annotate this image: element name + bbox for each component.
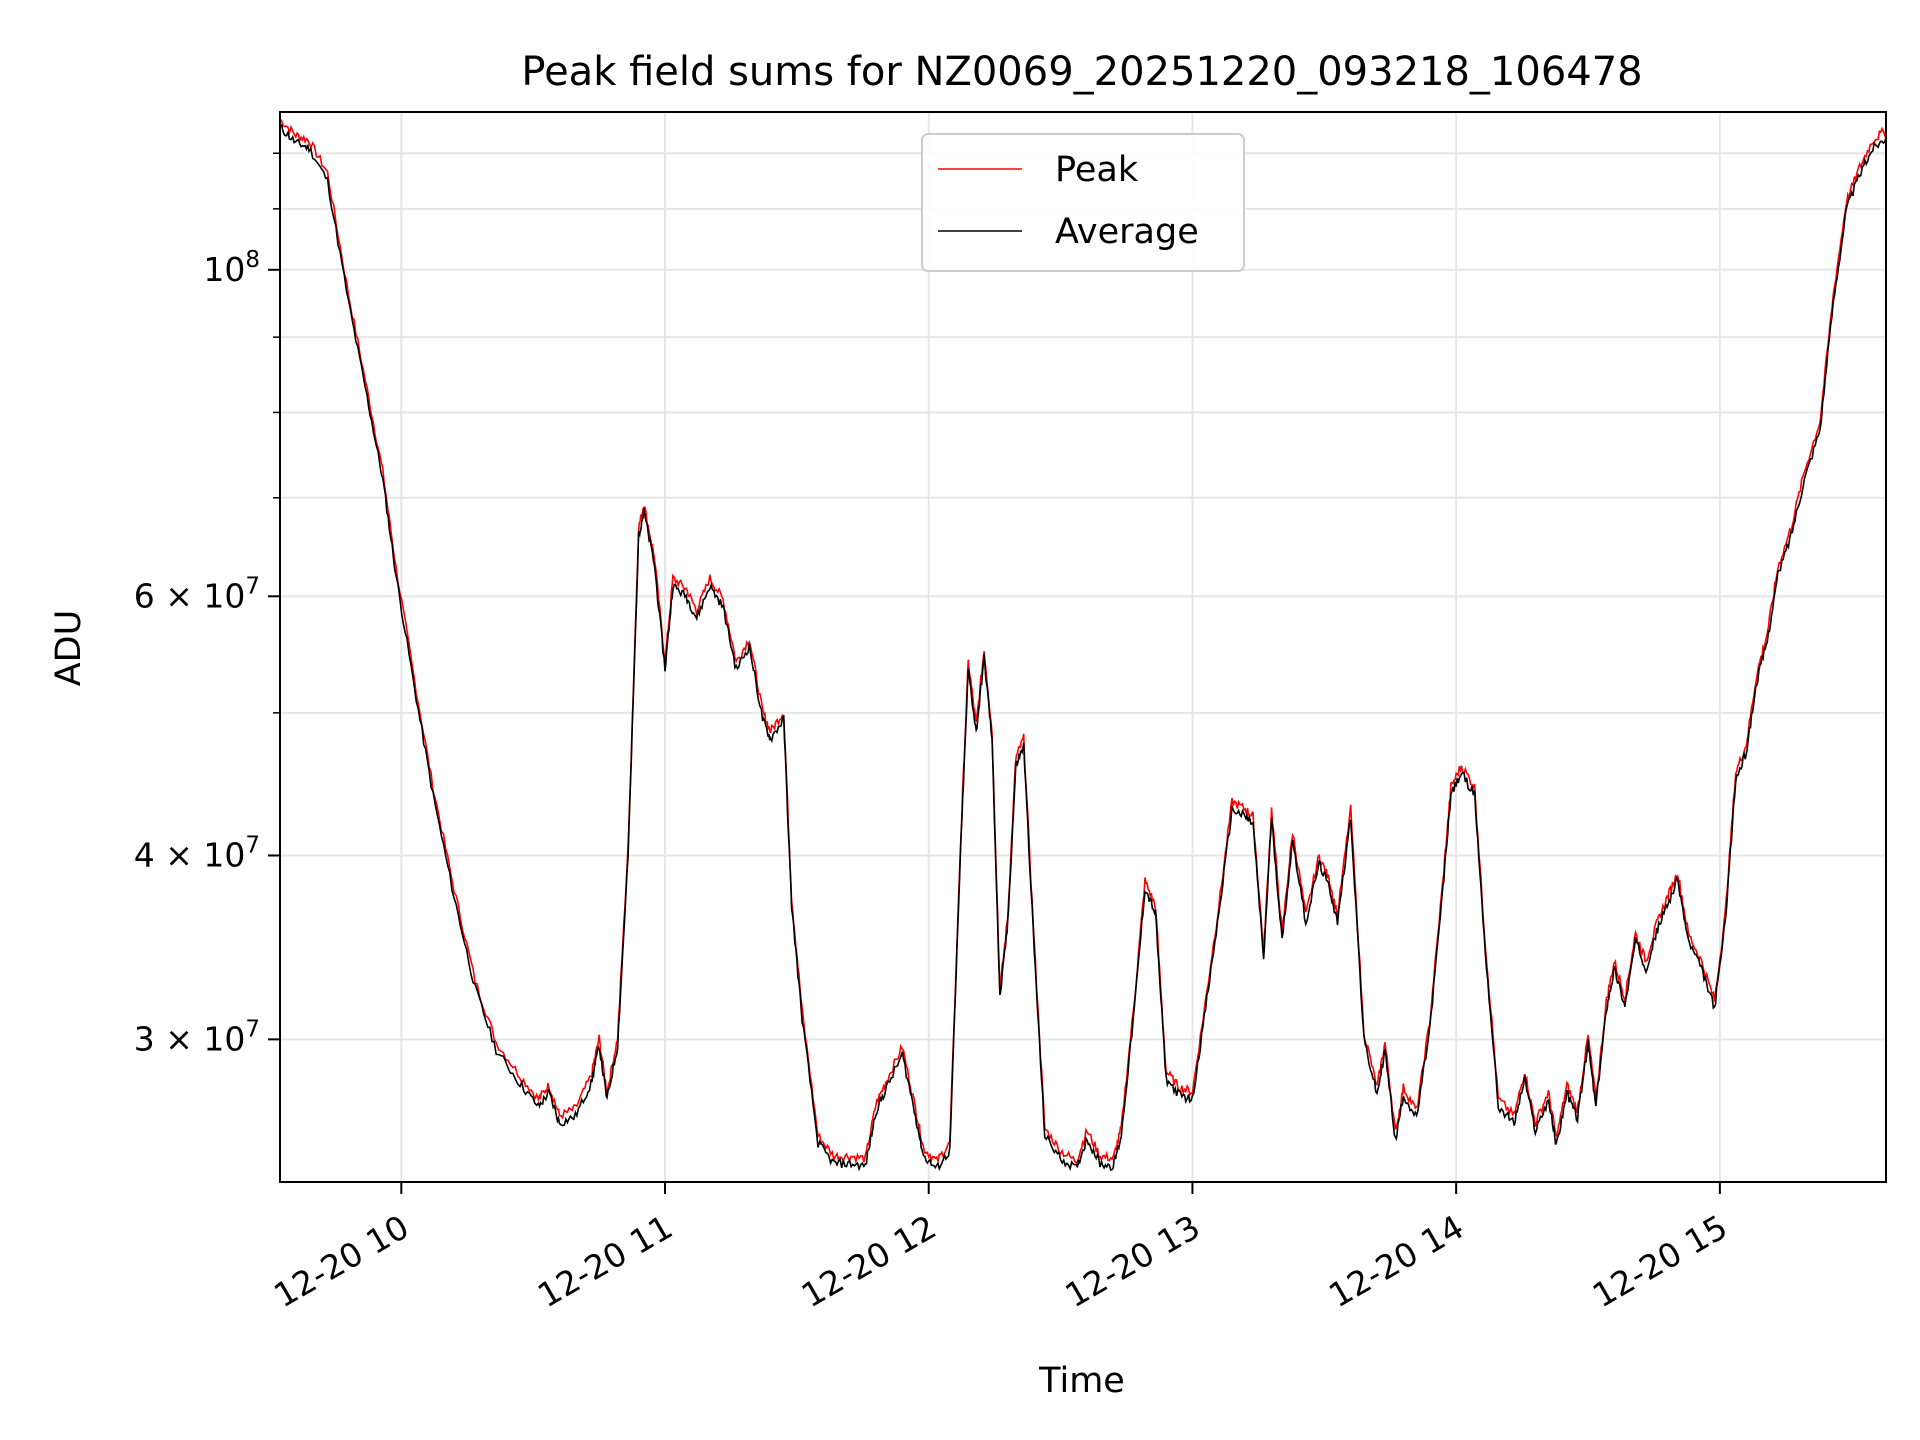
y-tick-label: 108 <box>203 247 260 289</box>
y-axis-label: ADU <box>49 610 89 687</box>
series-line-average <box>279 123 1887 1172</box>
plot-frame <box>279 111 1887 1183</box>
y-tick-label: 3 × 107 <box>134 1016 260 1058</box>
y-tick-label: 4 × 107 <box>134 832 260 874</box>
y-tick-label: 6 × 107 <box>134 573 260 615</box>
chart-title: Peak field sums for NZ0069_20251220_0932… <box>521 49 1642 95</box>
series-layer <box>279 118 1887 1172</box>
x-axis-label: Time <box>1038 1361 1125 1401</box>
legend-label-average: Average <box>1055 212 1199 252</box>
legend: Peak Average <box>921 133 1245 272</box>
legend-label-peak: Peak <box>1055 150 1139 190</box>
y-axis: 108 6 × 107 4 × 107 3 × 107 <box>134 152 280 1058</box>
